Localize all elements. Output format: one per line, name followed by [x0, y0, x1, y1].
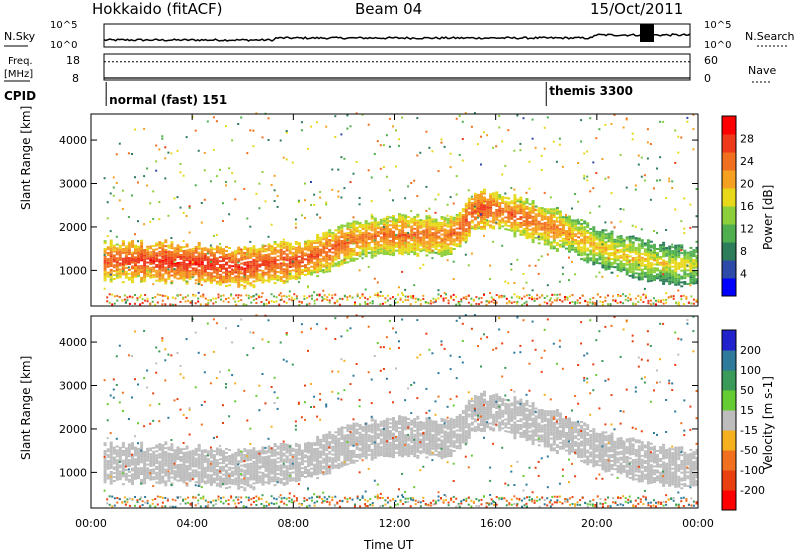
velocity-colorbar-label: Velocity [m s-1] — [761, 376, 775, 470]
colorbar-swatch — [722, 490, 736, 511]
colorbar-swatch — [722, 152, 736, 171]
noise-trace — [103, 24, 691, 42]
noise-left-label: N.Sky — [4, 30, 36, 43]
colorbar-swatch — [722, 450, 736, 471]
noise-right-tick-top: 10^5 — [704, 20, 731, 31]
colorbar-swatch — [722, 224, 736, 243]
x-axis-label: Time UT — [363, 538, 414, 552]
nave-tick-top: 60 — [704, 54, 718, 67]
colorbar-tick: -15 — [740, 424, 758, 437]
power-colorbar-label: Power [dB] — [761, 185, 775, 250]
ytick-label: 1000 — [59, 466, 87, 479]
ytick-label: 3000 — [59, 380, 87, 393]
cpid-strip: CPID normal (fast) 151 themis 3300 — [4, 82, 633, 107]
colorbar-swatch — [722, 278, 736, 297]
colorbar-swatch — [722, 430, 736, 451]
colorbar-swatch — [722, 330, 736, 351]
colorbar-tick: 16 — [740, 200, 754, 213]
beam-title: Beam 04 — [355, 0, 422, 18]
ytick-label: 1000 — [59, 264, 87, 277]
colorbar-tick: 100 — [740, 364, 761, 377]
ytick-label: 3000 — [59, 178, 87, 191]
colorbar-swatch — [722, 170, 736, 189]
colorbar-tick: -200 — [740, 484, 765, 497]
freq-tick-top: 18 — [66, 54, 80, 67]
xtick-label: 00:00 — [75, 517, 107, 530]
cpid-label: CPID — [4, 89, 36, 103]
station-title: Hokkaido (fitACF) — [92, 0, 223, 18]
colorbar-tick: -50 — [740, 444, 758, 457]
cpid-mode-0: normal (fast) 151 — [109, 93, 227, 107]
colorbar-tick: 15 — [740, 404, 754, 417]
colorbar-swatch — [722, 134, 736, 153]
freq-label-line1: Freq. — [8, 56, 33, 67]
freq-panel: Freq. [MHz] 18 8 60 0 Nave — [4, 53, 776, 85]
colorbar-tick: 200 — [740, 344, 761, 357]
velocity-colorbar: 200 100 50 15 -15 -50 -100 -200 — [721, 329, 765, 511]
colorbar-tick: 24 — [740, 155, 754, 168]
colorbar-swatch — [722, 370, 736, 391]
power-heatmap — [103, 112, 699, 306]
colorbar-tick: 4 — [740, 268, 747, 281]
colorbar-tick: 12 — [740, 223, 754, 236]
xtick-label: 08:00 — [277, 517, 309, 530]
ytick-label: 4000 — [59, 134, 87, 147]
power-ylabel: Slant Range [km] — [19, 106, 33, 210]
xtick-label: 04:00 — [176, 517, 208, 530]
nave-label: Nave — [748, 64, 776, 77]
noise-right-label: N.Search — [745, 30, 795, 43]
freq-tick-bottom: 8 — [72, 72, 79, 85]
velocity-panel: 1000 2000 3000 4000 Slant Range [km] 200 100… — [19, 314, 775, 511]
velocity-yticks: 1000 2000 3000 4000 — [59, 336, 698, 479]
colorbar-swatch — [722, 188, 736, 207]
colorbar-tick: -100 — [740, 464, 765, 477]
xtick-label: 00:00 — [682, 517, 714, 530]
colorbar-swatch — [722, 242, 736, 261]
ytick-label: 2000 — [59, 221, 87, 234]
colorbar-tick: 50 — [740, 384, 754, 397]
date-title: 15/Oct/2011 — [590, 0, 683, 18]
colorbar-tick: 28 — [740, 133, 754, 146]
colorbar-swatch — [722, 470, 736, 491]
colorbar-tick: 20 — [740, 178, 754, 191]
colorbar-swatch — [722, 410, 736, 431]
ytick-label: 4000 — [59, 336, 87, 349]
ytick-label: 2000 — [59, 423, 87, 436]
freq-label-line2: [MHz] — [4, 69, 33, 80]
colorbar-swatch — [722, 390, 736, 411]
noise-right-tick-bottom: 10^0 — [704, 40, 731, 51]
colorbar-swatch — [722, 350, 736, 371]
xtick-label: 16:00 — [480, 517, 512, 530]
power-colorbar: 28 24 20 16 12 8 4 — [721, 115, 754, 297]
nave-tick-bottom: 0 — [704, 72, 711, 85]
velocity-heatmap — [103, 314, 699, 508]
power-yticks: 1000 2000 3000 4000 — [59, 134, 698, 277]
colorbar-swatch — [722, 116, 736, 135]
colorbar-tick: 8 — [740, 245, 747, 258]
colorbar-swatch — [722, 260, 736, 279]
colorbar-swatch — [722, 206, 736, 225]
power-panel: 1000 2000 3000 4000 Slant Range [km] 28 24 20… — [19, 106, 775, 307]
noise-tick-bottom: 10^0 — [50, 40, 77, 51]
velocity-ylabel: Slant Range [km] — [19, 356, 33, 460]
cpid-mode-1: themis 3300 — [549, 84, 633, 98]
noise-panel: N.Sky 10^5 10^0 10^5 10^0 N.Search — [4, 20, 795, 51]
xtick-label: 20:00 — [581, 517, 613, 530]
noise-tick-top: 10^5 — [50, 20, 77, 31]
xtick-label: 12:00 — [379, 517, 411, 530]
x-axis: 00:00 04:00 08:00 12:00 16:00 20:00 00:00 — [75, 114, 714, 530]
